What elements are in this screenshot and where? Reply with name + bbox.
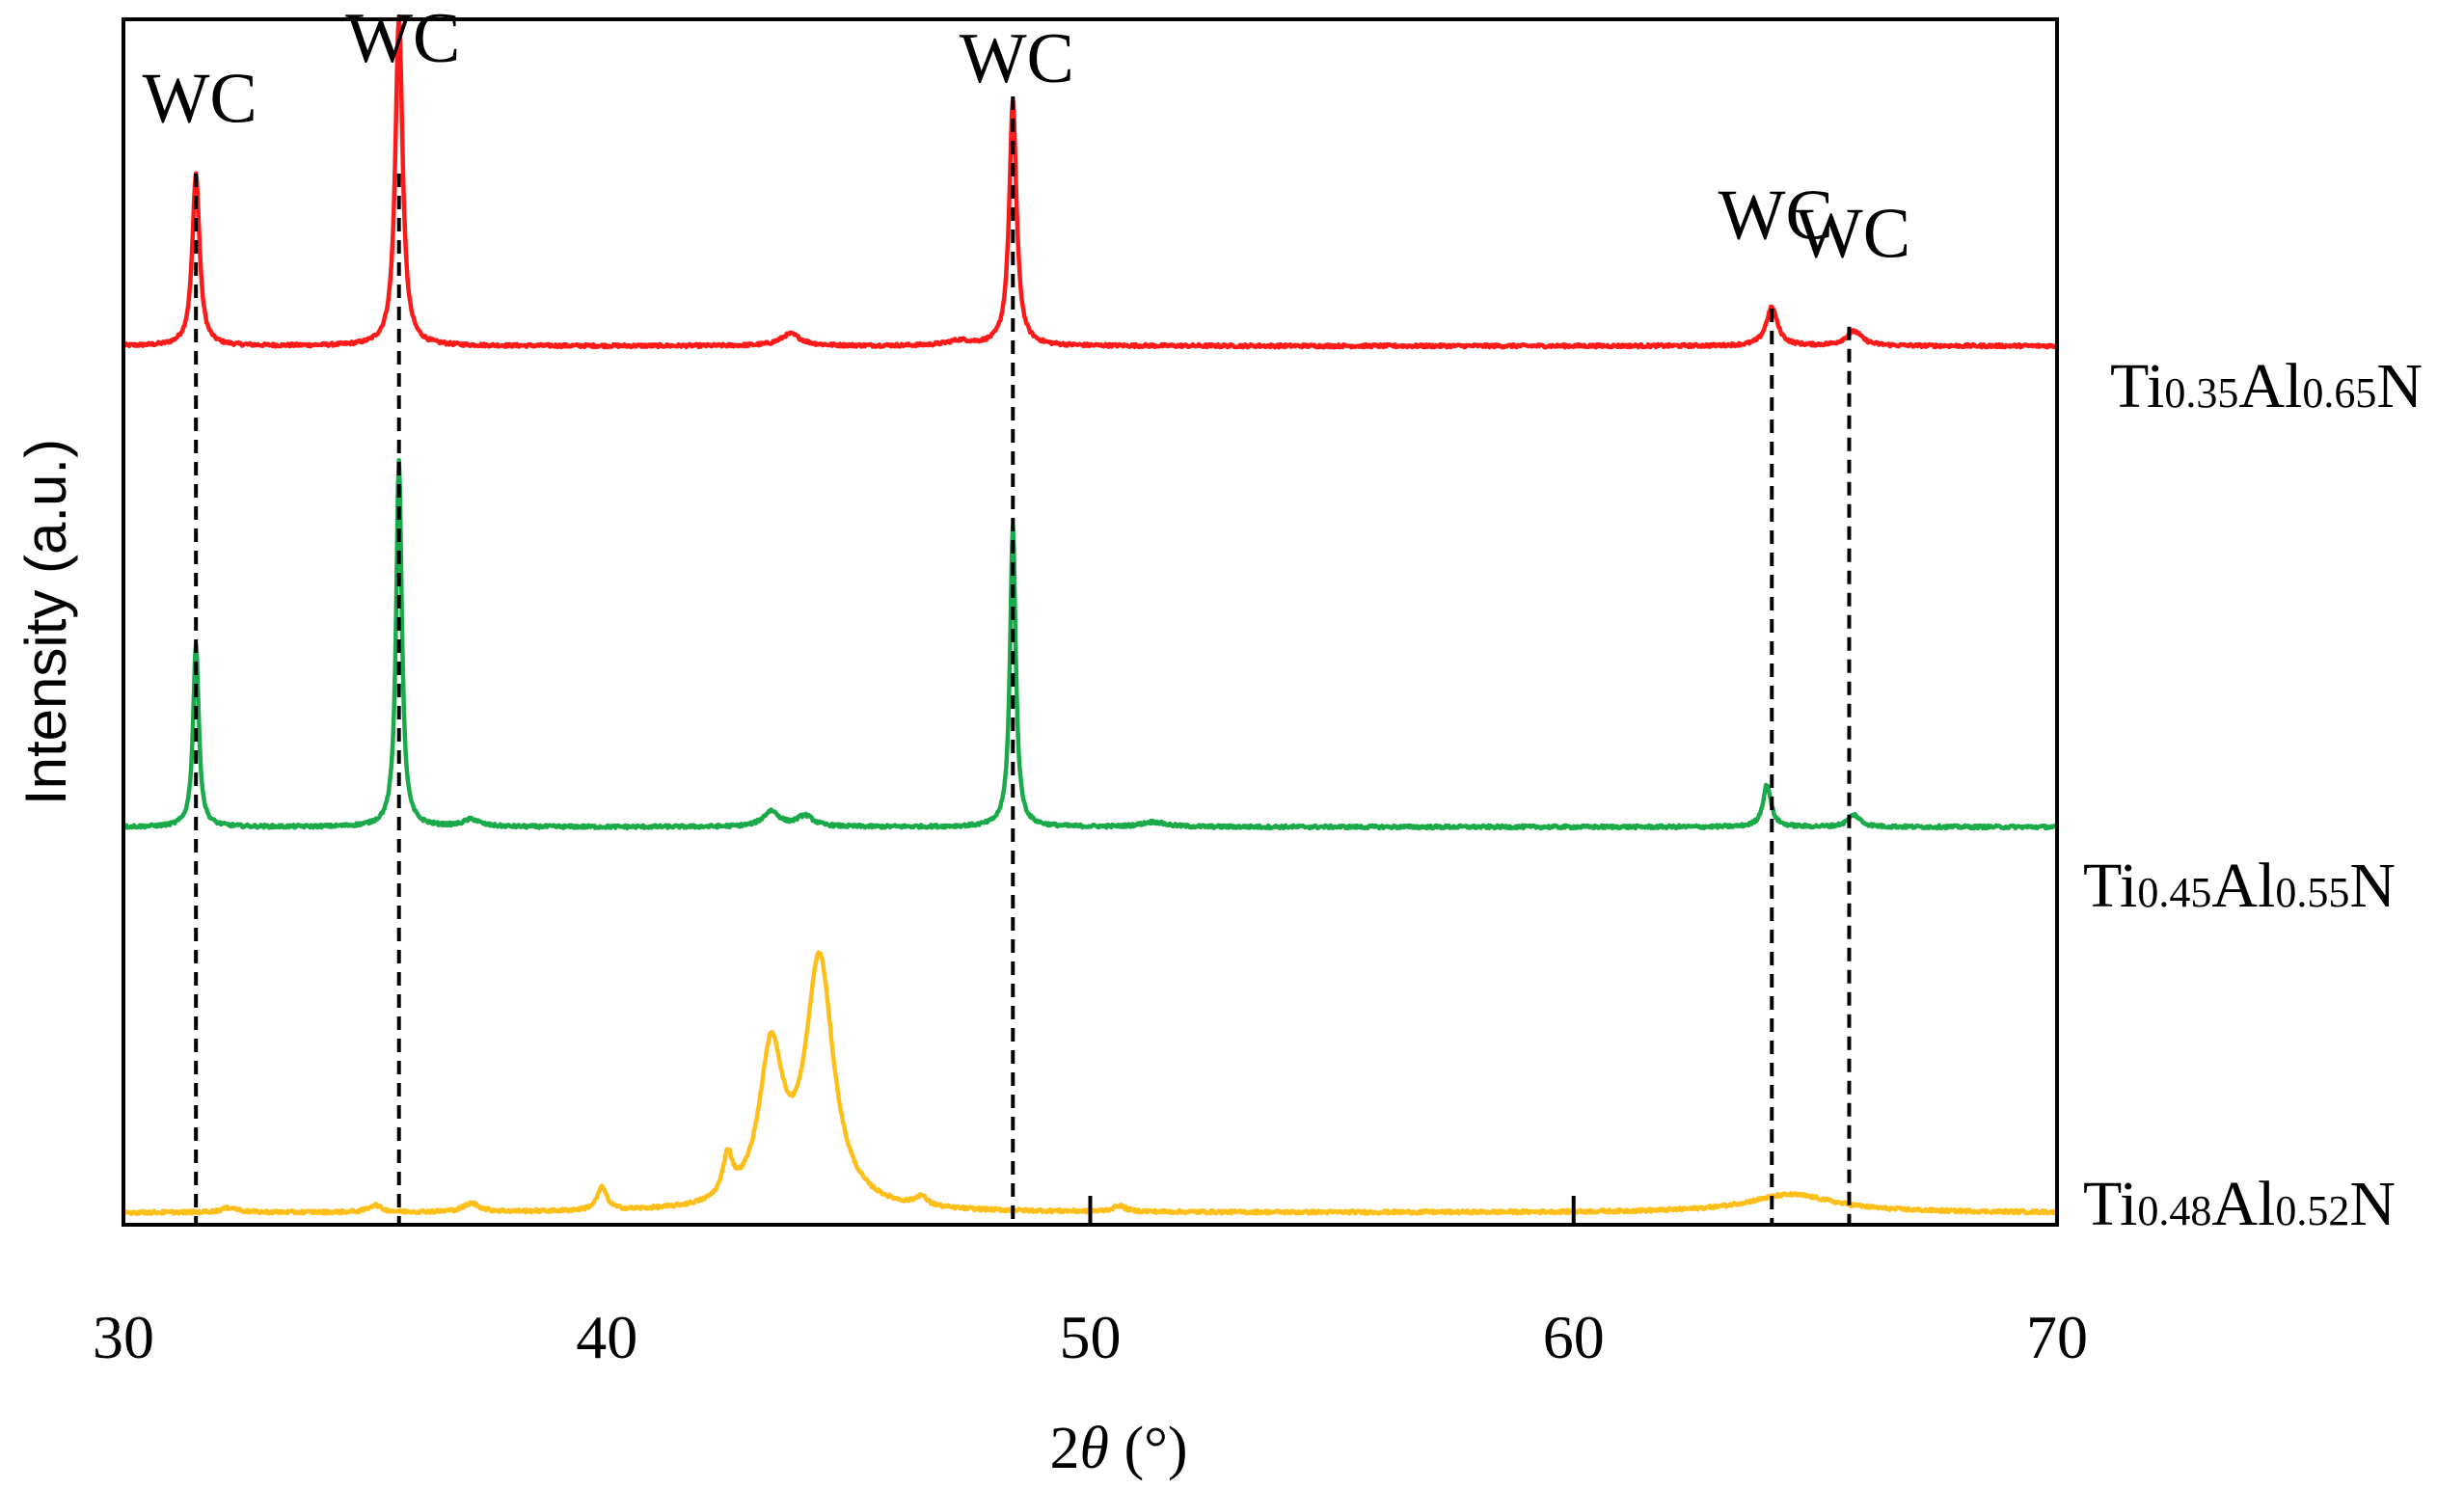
y-axis-title: Intensity (a.u.) — [14, 439, 78, 805]
x-tick-label: 70 — [2026, 1303, 2088, 1371]
series-label-2: Ti0.45Al0.55N — [2083, 851, 2396, 921]
x-tick-label: 60 — [1543, 1303, 1605, 1371]
inner-ticks — [1088, 1196, 1576, 1225]
x-tick-label: 40 — [576, 1303, 637, 1371]
x-axis-title: 2θ (°) — [1049, 1416, 1187, 1481]
wc-peak-label: WC — [1796, 194, 1910, 273]
series-line-1 — [122, 14, 2059, 350]
series-label-1: Ti0.35Al0.65N — [2110, 351, 2423, 421]
x-tick-label: 50 — [1060, 1303, 1122, 1371]
series-label-3: Ti0.48Al0.52N — [2083, 1169, 2396, 1239]
x-tick-labels: 30 40 50 60 70 — [93, 1303, 2088, 1371]
series-line-3 — [122, 950, 2060, 1216]
wc-peak-label: WC — [345, 0, 460, 78]
wc-peak-label: WC — [1719, 176, 1833, 256]
series-labels: Ti0.35Al0.65N Ti0.45Al0.55N Ti0.48Al0.52N — [2083, 351, 2423, 1239]
reference-lines — [194, 96, 1852, 1225]
x-tick-label: 30 — [93, 1303, 154, 1371]
wc-peak-label: WC — [960, 19, 1074, 98]
series-line-2 — [122, 458, 2059, 831]
wc-peak-label: WC — [143, 59, 257, 138]
